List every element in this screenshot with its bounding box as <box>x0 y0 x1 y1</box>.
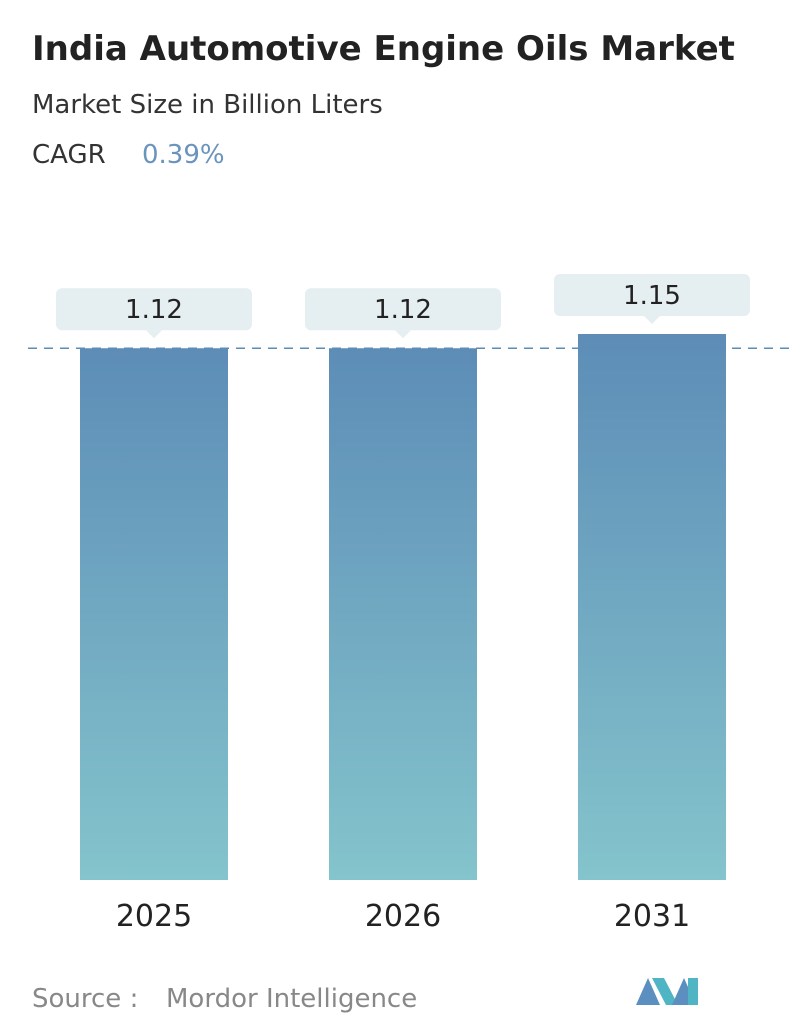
x-tick-label: 2031 <box>614 899 690 934</box>
bar <box>329 348 477 880</box>
value-label: 1.12 <box>125 295 183 325</box>
chart-title: India Automotive Engine Oils Market <box>32 29 735 69</box>
value-label: 1.15 <box>623 281 681 311</box>
value-label-pointer <box>644 316 660 324</box>
chart-subtitle: Market Size in Billion Liters <box>32 90 383 120</box>
cagr-value: 0.39% <box>142 140 225 170</box>
logo <box>636 978 698 1005</box>
value-label-box <box>554 274 750 316</box>
x-tick-label: 2026 <box>365 899 441 934</box>
value-label-box <box>56 288 252 331</box>
value-label-box <box>305 288 501 331</box>
x-tick-label: 2025 <box>116 899 192 934</box>
source-label: Source : <box>32 984 138 1014</box>
value-label-pointer <box>395 330 411 339</box>
value-label-pointer <box>146 330 162 339</box>
cagr-label: CAGR <box>32 140 106 170</box>
value-label: 1.12 <box>374 295 432 325</box>
bar <box>80 348 228 880</box>
bar <box>578 334 726 880</box>
source-name: Mordor Intelligence <box>166 984 417 1014</box>
